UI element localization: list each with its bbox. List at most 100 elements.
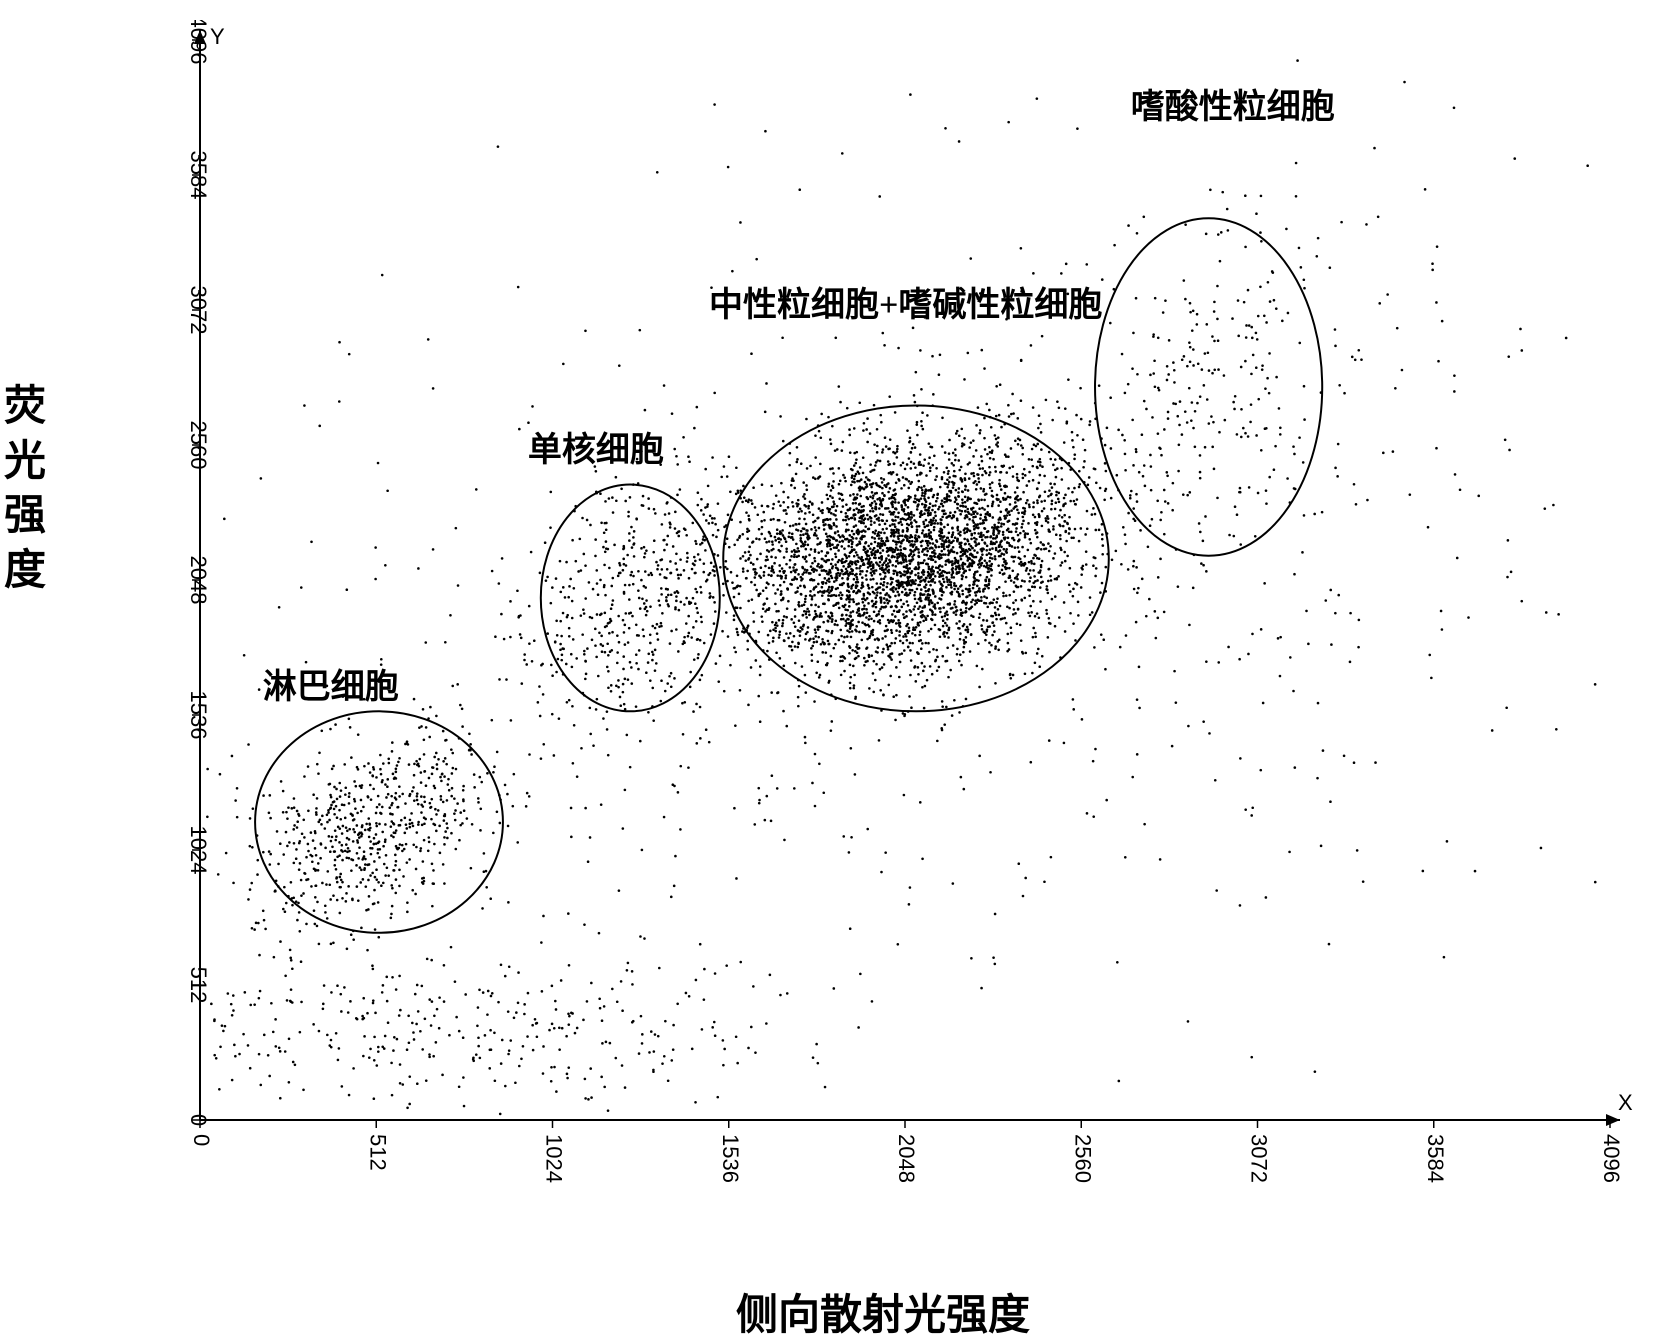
data-point bbox=[828, 559, 831, 562]
data-point bbox=[635, 662, 638, 665]
data-point bbox=[909, 886, 912, 889]
data-point bbox=[909, 93, 912, 96]
data-point bbox=[981, 668, 984, 671]
data-point bbox=[282, 908, 285, 911]
data-point bbox=[735, 628, 738, 631]
data-point bbox=[849, 687, 852, 690]
data-point bbox=[767, 574, 770, 577]
data-point bbox=[571, 617, 574, 620]
data-point bbox=[887, 491, 890, 494]
data-point bbox=[1353, 483, 1356, 486]
data-point bbox=[379, 754, 382, 757]
data-point bbox=[493, 765, 496, 768]
data-point bbox=[746, 570, 749, 573]
data-point bbox=[676, 494, 679, 497]
data-point bbox=[793, 635, 796, 638]
data-point bbox=[898, 593, 901, 596]
data-point bbox=[817, 605, 820, 608]
data-point bbox=[961, 578, 964, 581]
data-point bbox=[789, 452, 792, 455]
data-point bbox=[1133, 560, 1136, 563]
data-point bbox=[927, 630, 930, 633]
data-point bbox=[688, 460, 691, 463]
data-point bbox=[683, 603, 686, 606]
data-point bbox=[894, 507, 897, 510]
data-point bbox=[951, 714, 954, 717]
data-point bbox=[536, 1022, 539, 1025]
data-point bbox=[913, 543, 916, 546]
data-point bbox=[607, 670, 610, 673]
x-axis-arrow bbox=[1606, 1114, 1620, 1126]
data-point bbox=[462, 1036, 465, 1039]
data-point bbox=[374, 578, 377, 581]
data-point bbox=[594, 538, 597, 541]
data-point bbox=[1015, 505, 1018, 508]
data-point bbox=[332, 765, 335, 768]
data-point bbox=[1028, 503, 1031, 506]
data-point bbox=[1028, 471, 1031, 474]
data-point bbox=[975, 449, 978, 452]
data-point bbox=[873, 547, 876, 550]
data-point bbox=[747, 600, 750, 603]
data-point bbox=[331, 846, 334, 849]
data-point bbox=[791, 550, 794, 553]
data-point bbox=[1036, 499, 1039, 502]
data-point bbox=[390, 795, 393, 798]
data-point bbox=[871, 507, 874, 510]
data-point bbox=[648, 1051, 651, 1054]
data-point bbox=[861, 576, 864, 579]
data-point bbox=[783, 839, 786, 842]
data-point bbox=[945, 586, 948, 589]
data-point bbox=[1026, 484, 1029, 487]
data-point bbox=[882, 648, 885, 651]
data-point bbox=[1155, 637, 1158, 640]
data-point bbox=[443, 843, 446, 846]
data-point bbox=[669, 642, 672, 645]
data-point bbox=[219, 1046, 222, 1049]
data-point bbox=[386, 1000, 389, 1003]
data-point bbox=[683, 701, 686, 704]
data-point bbox=[934, 511, 937, 514]
data-point bbox=[1068, 584, 1071, 587]
data-point bbox=[879, 689, 882, 692]
data-point bbox=[841, 614, 844, 617]
data-point bbox=[1552, 504, 1555, 507]
data-point bbox=[1247, 653, 1250, 656]
data-point bbox=[953, 699, 956, 702]
data-point bbox=[769, 974, 772, 977]
data-point bbox=[889, 596, 892, 599]
data-point bbox=[676, 463, 679, 466]
data-point bbox=[391, 750, 394, 753]
data-point bbox=[570, 1012, 573, 1015]
data-point bbox=[681, 702, 684, 705]
data-point bbox=[629, 574, 632, 577]
data-point bbox=[537, 701, 540, 704]
data-point bbox=[905, 610, 908, 613]
data-point bbox=[710, 562, 713, 565]
data-point bbox=[811, 659, 814, 662]
data-point bbox=[1360, 358, 1363, 361]
data-point bbox=[665, 588, 668, 591]
data-point bbox=[1058, 616, 1061, 619]
data-point bbox=[763, 519, 766, 522]
data-point bbox=[1039, 423, 1042, 426]
data-point bbox=[567, 1023, 570, 1026]
data-point bbox=[989, 548, 992, 551]
data-point bbox=[1324, 599, 1327, 602]
data-point bbox=[1520, 600, 1523, 603]
data-point bbox=[952, 611, 955, 614]
data-point bbox=[852, 514, 855, 517]
data-point bbox=[870, 486, 873, 489]
data-point bbox=[1131, 367, 1134, 370]
data-point bbox=[1254, 535, 1257, 538]
data-point bbox=[1048, 489, 1051, 492]
data-point bbox=[501, 1039, 504, 1042]
data-point bbox=[766, 650, 769, 653]
data-point bbox=[1014, 439, 1017, 442]
data-point bbox=[270, 1002, 273, 1005]
data-point bbox=[338, 782, 341, 785]
data-point bbox=[911, 526, 914, 529]
data-point bbox=[926, 550, 929, 553]
data-point bbox=[1050, 503, 1053, 506]
data-point bbox=[857, 532, 860, 535]
